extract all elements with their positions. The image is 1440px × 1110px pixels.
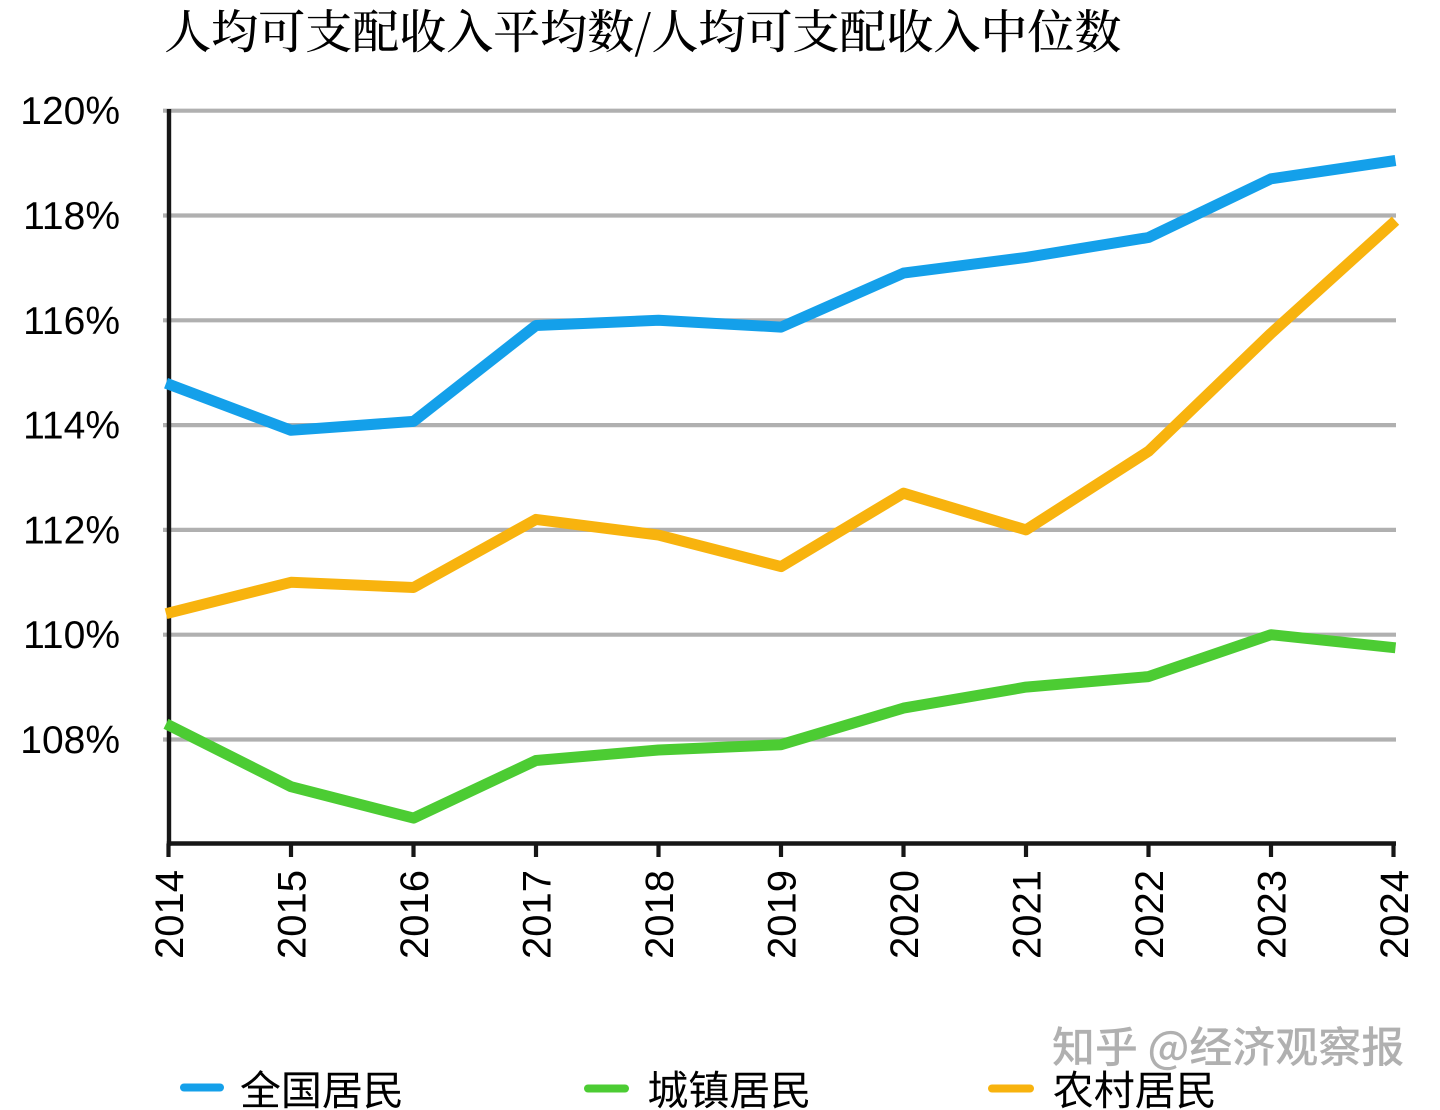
svg-text:2017: 2017: [516, 870, 560, 959]
svg-text:2014: 2014: [148, 870, 192, 959]
svg-text:2016: 2016: [393, 870, 437, 959]
svg-text:2019: 2019: [761, 870, 805, 959]
svg-text:2022: 2022: [1128, 870, 1172, 959]
svg-text:112%: 112%: [23, 509, 120, 552]
svg-text:2020: 2020: [883, 870, 927, 959]
svg-text:118%: 118%: [23, 195, 120, 238]
svg-text:114%: 114%: [23, 405, 120, 448]
svg-text:116%: 116%: [23, 300, 120, 343]
svg-text:2021: 2021: [1006, 870, 1050, 959]
svg-text:120%: 120%: [20, 90, 120, 133]
svg-text:2015: 2015: [271, 870, 315, 959]
svg-text:2018: 2018: [638, 870, 682, 959]
svg-text:2023: 2023: [1251, 870, 1295, 959]
svg-text:110%: 110%: [23, 614, 120, 657]
svg-text:108%: 108%: [20, 719, 120, 762]
svg-text:2024: 2024: [1373, 870, 1417, 959]
